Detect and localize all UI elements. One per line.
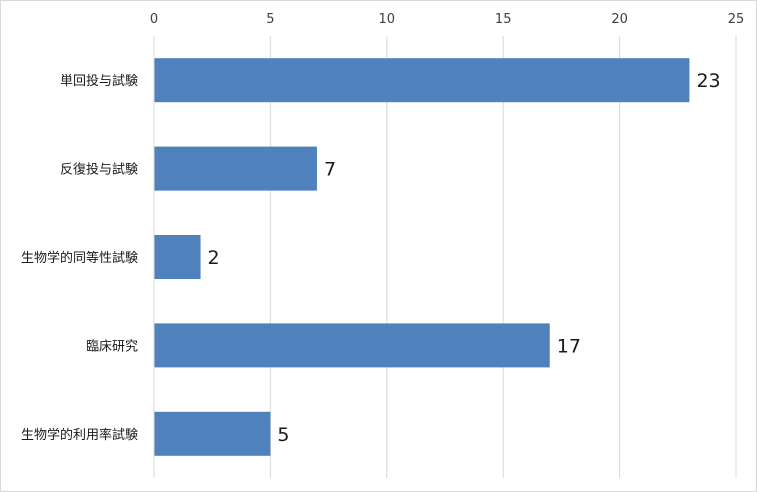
x-tick-label-5: 5 (266, 12, 274, 27)
data-label-1: 23 (696, 70, 720, 92)
bar-1 (154, 58, 690, 103)
data-label-5: 5 (277, 424, 289, 446)
bar-4 (154, 323, 550, 368)
bar-5 (154, 411, 271, 456)
x-tick-label-15: 15 (495, 12, 512, 27)
data-label-2: 7 (324, 159, 336, 181)
category-label-4: 臨床研究 (86, 339, 138, 354)
bar-2 (154, 146, 317, 191)
x-tick-label-10: 10 (379, 12, 396, 27)
data-label-4: 17 (557, 335, 581, 357)
category-label-2: 反復投与試験 (60, 162, 138, 178)
x-tick-label-20: 20 (611, 12, 628, 27)
bar-3 (154, 235, 201, 279)
data-label-3: 2 (208, 247, 220, 269)
x-tick-label-25: 25 (728, 12, 745, 27)
category-label-1: 単回投与試験 (60, 73, 138, 89)
x-tick-label-0: 0 (150, 12, 158, 27)
category-label-5: 生物学的利用率試験 (21, 427, 138, 443)
category-label-3: 生物学的同等性試験 (21, 250, 138, 266)
